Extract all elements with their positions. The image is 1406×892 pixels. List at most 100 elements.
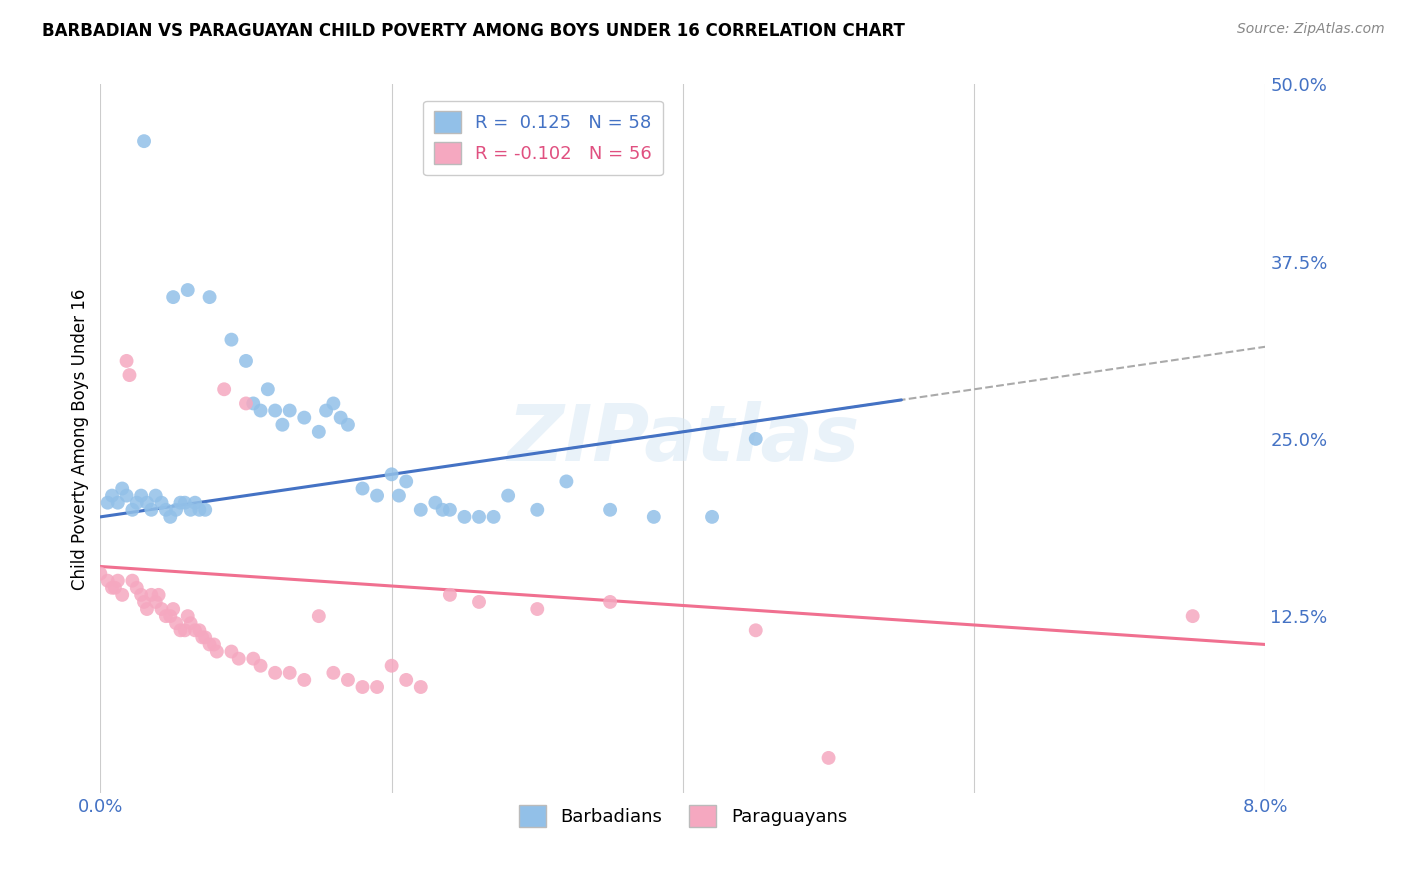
Point — [395, 475, 418, 489]
Point — [249, 403, 271, 417]
Point — [366, 489, 388, 503]
Point — [162, 602, 184, 616]
Point — [155, 503, 177, 517]
Point — [352, 482, 374, 496]
Point — [439, 588, 461, 602]
Point — [235, 354, 257, 368]
Point — [115, 354, 138, 368]
Point — [194, 631, 217, 645]
Legend: Barbadians, Paraguayans: Barbadians, Paraguayans — [512, 797, 855, 834]
Point — [468, 509, 491, 524]
Point — [125, 496, 148, 510]
Point — [165, 503, 187, 517]
Point — [388, 489, 411, 503]
Point — [136, 602, 159, 616]
Point — [308, 425, 330, 439]
Point — [322, 396, 344, 410]
Point — [336, 673, 359, 687]
Point — [107, 496, 129, 510]
Point — [173, 496, 195, 510]
Point — [169, 624, 191, 638]
Point — [292, 410, 315, 425]
Point — [468, 595, 491, 609]
Point — [817, 751, 839, 765]
Point — [97, 496, 120, 510]
Point — [395, 673, 418, 687]
Point — [599, 503, 621, 517]
Point — [352, 680, 374, 694]
Point — [198, 290, 221, 304]
Point — [221, 644, 243, 658]
Point — [173, 624, 195, 638]
Point — [228, 651, 250, 665]
Point — [141, 503, 163, 517]
Point — [242, 396, 264, 410]
Point — [104, 581, 127, 595]
Point — [162, 290, 184, 304]
Point — [278, 403, 301, 417]
Text: BARBADIAN VS PARAGUAYAN CHILD POVERTY AMONG BOYS UNDER 16 CORRELATION CHART: BARBADIAN VS PARAGUAYAN CHILD POVERTY AM… — [42, 22, 905, 40]
Point — [145, 489, 167, 503]
Point — [336, 417, 359, 432]
Point — [482, 509, 505, 524]
Point — [453, 509, 475, 524]
Point — [329, 410, 352, 425]
Point — [89, 566, 111, 581]
Point — [97, 574, 120, 588]
Y-axis label: Child Poverty Among Boys Under 16: Child Poverty Among Boys Under 16 — [72, 288, 89, 590]
Point — [366, 680, 388, 694]
Point — [194, 503, 217, 517]
Point — [132, 595, 155, 609]
Point — [184, 496, 207, 510]
Point — [409, 680, 432, 694]
Point — [118, 368, 141, 383]
Point — [125, 581, 148, 595]
Point — [212, 382, 235, 396]
Point — [159, 609, 181, 624]
Point — [555, 475, 578, 489]
Point — [381, 467, 404, 482]
Point — [526, 503, 548, 517]
Point — [278, 665, 301, 680]
Point — [745, 432, 768, 446]
Point — [322, 665, 344, 680]
Point — [159, 509, 181, 524]
Point — [177, 609, 200, 624]
Point — [132, 134, 155, 148]
Point — [745, 624, 768, 638]
Point — [111, 482, 134, 496]
Point — [169, 496, 191, 510]
Point — [150, 496, 173, 510]
Point — [198, 638, 221, 652]
Point — [129, 588, 152, 602]
Point — [235, 396, 257, 410]
Point — [264, 665, 287, 680]
Point — [599, 595, 621, 609]
Point — [121, 503, 143, 517]
Point — [188, 624, 211, 638]
Point — [121, 574, 143, 588]
Text: ZIPatlas: ZIPatlas — [506, 401, 859, 477]
Point — [165, 616, 187, 631]
Point — [249, 658, 271, 673]
Point — [292, 673, 315, 687]
Point — [136, 496, 159, 510]
Point — [129, 489, 152, 503]
Text: Source: ZipAtlas.com: Source: ZipAtlas.com — [1237, 22, 1385, 37]
Point — [264, 403, 287, 417]
Point — [101, 489, 124, 503]
Point — [643, 509, 665, 524]
Point — [202, 638, 225, 652]
Point — [700, 509, 723, 524]
Point — [148, 588, 170, 602]
Point — [221, 333, 243, 347]
Point — [526, 602, 548, 616]
Point — [409, 503, 432, 517]
Point — [425, 496, 447, 510]
Point — [308, 609, 330, 624]
Point — [115, 489, 138, 503]
Point — [150, 602, 173, 616]
Point — [180, 616, 202, 631]
Point — [184, 624, 207, 638]
Point — [381, 658, 404, 673]
